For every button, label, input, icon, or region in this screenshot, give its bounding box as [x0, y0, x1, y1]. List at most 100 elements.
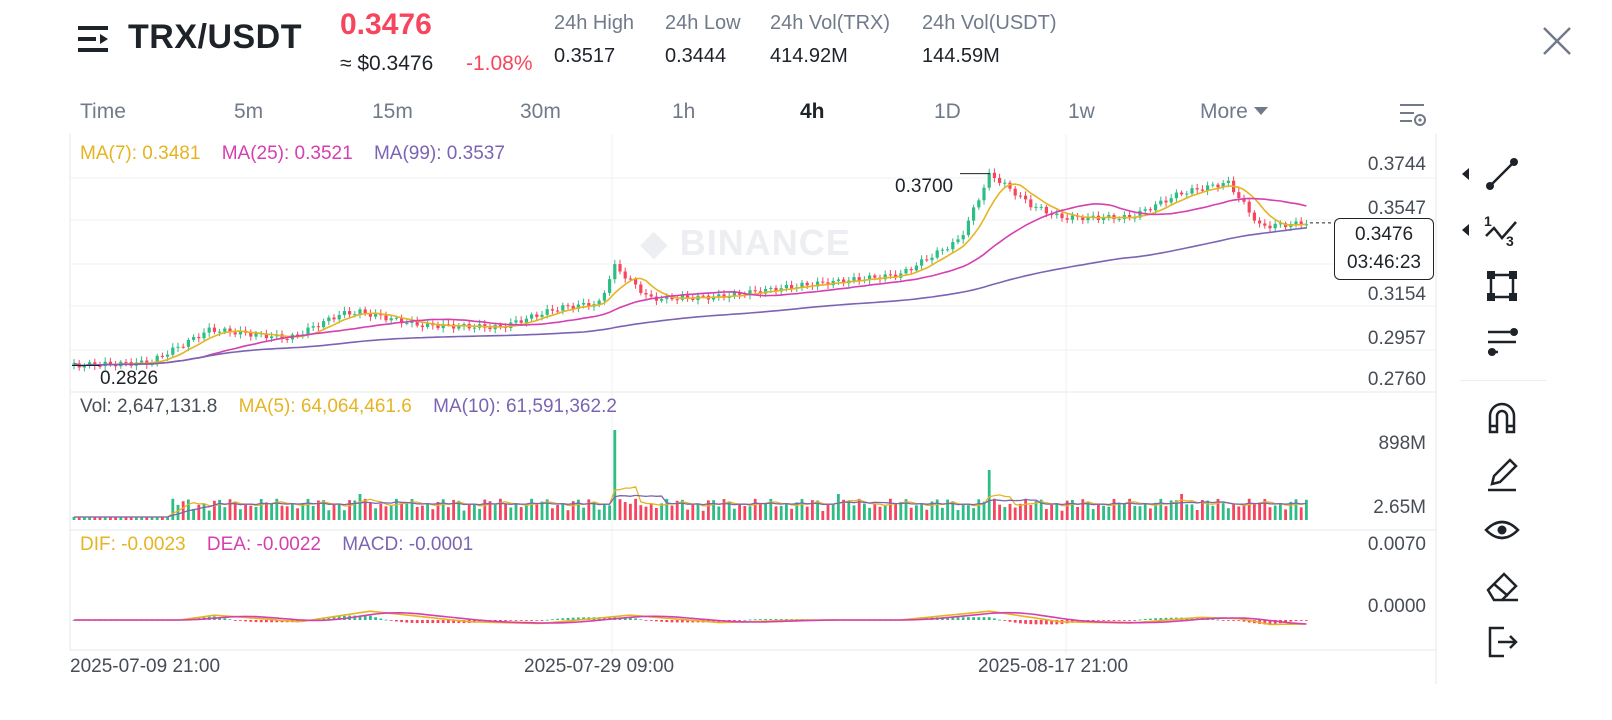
volume-bar — [852, 505, 856, 520]
macd-histogram-bar — [400, 620, 403, 623]
tab-5m[interactable]: 5m — [234, 100, 264, 123]
eraser-icon[interactable] — [1482, 566, 1522, 606]
macd-histogram-bar — [254, 620, 258, 623]
chart-settings-icon[interactable] — [1398, 100, 1428, 130]
volume-bar — [535, 504, 539, 520]
macd-tick: 0.0070 — [1367, 534, 1426, 555]
volume-bar — [88, 517, 91, 520]
volume-bar — [1102, 505, 1105, 520]
volume-bar — [779, 505, 783, 520]
macd-histogram-bar — [441, 620, 445, 624]
candle-body — [623, 271, 627, 279]
candle-body — [264, 333, 268, 339]
tab-1h[interactable]: 1h — [672, 100, 696, 123]
menu-icon[interactable] — [78, 24, 112, 54]
volume-bar — [1024, 498, 1027, 520]
candle-body — [764, 289, 768, 294]
candle-body — [857, 277, 861, 281]
tab-30m[interactable]: 30m — [520, 100, 561, 123]
volume-bar — [348, 500, 351, 520]
volume-bar — [109, 517, 112, 520]
volume-bar — [161, 517, 164, 520]
pencil-icon[interactable] — [1482, 454, 1522, 494]
volume-bar — [1284, 509, 1287, 520]
tab-1d[interactable]: 1D — [934, 100, 961, 123]
candle-body — [784, 285, 788, 289]
ma25-legend: MA(25): 0.3521 — [221, 143, 353, 164]
macd-legend: DIF: -0.0023 DEA: -0.0022 MACD: -0.0001 — [80, 534, 473, 556]
volume-bar — [317, 500, 320, 520]
candle-body — [571, 305, 575, 309]
macd-histogram-bar — [530, 620, 533, 621]
volume-bar — [774, 506, 778, 520]
expand-caret-icon[interactable] — [1462, 168, 1469, 180]
volume-bar — [1003, 506, 1007, 520]
expand-caret-icon[interactable] — [1462, 224, 1469, 236]
candle-body — [608, 279, 612, 293]
candle-body — [686, 295, 690, 298]
macd-histogram-bar — [1013, 620, 1017, 623]
trend-line-icon[interactable] — [1482, 154, 1522, 194]
volume-bar — [738, 503, 741, 520]
macd-histogram-bar — [571, 617, 575, 620]
fibonacci-icon[interactable]: 1 3 — [1482, 210, 1522, 250]
tab-15m[interactable]: 15m — [372, 100, 413, 123]
volume-bar — [956, 510, 960, 520]
volume-bar — [202, 504, 206, 520]
macd-histogram-bar — [1024, 620, 1027, 624]
candle-body — [582, 303, 586, 305]
candle-body — [1252, 212, 1256, 221]
candle-body — [155, 355, 159, 363]
tab-more[interactable]: More — [1200, 100, 1268, 124]
macd-histogram-bar — [993, 618, 996, 620]
macd-histogram-bar — [426, 620, 429, 624]
close-icon[interactable] — [1540, 24, 1574, 58]
candle-body — [1263, 223, 1267, 226]
candle-body — [1065, 218, 1069, 220]
eye-icon[interactable] — [1482, 510, 1522, 550]
candle-body — [1055, 213, 1059, 216]
candle-body — [171, 347, 175, 355]
volume-bar — [847, 500, 851, 520]
macd-histogram-bar — [1045, 620, 1048, 625]
candle-body — [519, 320, 523, 323]
volume-bar — [129, 517, 133, 520]
magnet-icon[interactable] — [1482, 398, 1522, 438]
price-tick: 0.2957 — [1367, 328, 1426, 349]
chart-canvas[interactable] — [0, 134, 1460, 694]
volume-bar — [207, 510, 211, 520]
chart-area[interactable]: ◆ BINANCE MA(7): 0.3481 MA(25): 0.3521 M… — [0, 134, 1460, 694]
tab-1w[interactable]: 1w — [1068, 100, 1095, 123]
exit-icon[interactable] — [1482, 622, 1522, 662]
candle-body — [462, 323, 466, 326]
volume-bar — [275, 498, 279, 520]
candle-body — [166, 354, 170, 357]
volume-bar — [181, 501, 185, 520]
pair-title[interactable]: TRX/USDT — [128, 18, 302, 56]
macd-histogram-bar — [1117, 620, 1121, 621]
indicator-lines-icon[interactable] — [1482, 322, 1522, 362]
volume-bar — [545, 499, 549, 520]
shape-icon[interactable] — [1482, 266, 1522, 306]
macd-histogram-bar — [478, 620, 481, 623]
macd-histogram-bar — [337, 615, 341, 620]
vol-ma10-line — [74, 494, 1307, 518]
candle-body — [774, 287, 778, 292]
stat-24h-low: 24h Low 0.3444 — [665, 12, 741, 68]
tab-4h[interactable]: 4h — [800, 100, 825, 123]
candle-body — [644, 292, 648, 295]
volume-bar — [1133, 505, 1137, 520]
macd-histogram-bar — [946, 617, 949, 620]
volume-bar — [1221, 503, 1225, 520]
candle-body — [966, 220, 970, 236]
macd-histogram-bar — [1159, 618, 1163, 620]
volume-bar — [1169, 500, 1173, 520]
ma7-line — [73, 183, 1307, 367]
volume-bar — [587, 499, 591, 520]
macd-histogram-bar — [1154, 618, 1157, 620]
vol-legend: Vol: 2,647,131.8 — [80, 396, 218, 417]
volume-bar — [800, 499, 804, 520]
volume-bar — [1180, 494, 1183, 520]
tab-time[interactable]: Time — [80, 100, 126, 123]
macd-histogram-bar — [332, 616, 336, 620]
